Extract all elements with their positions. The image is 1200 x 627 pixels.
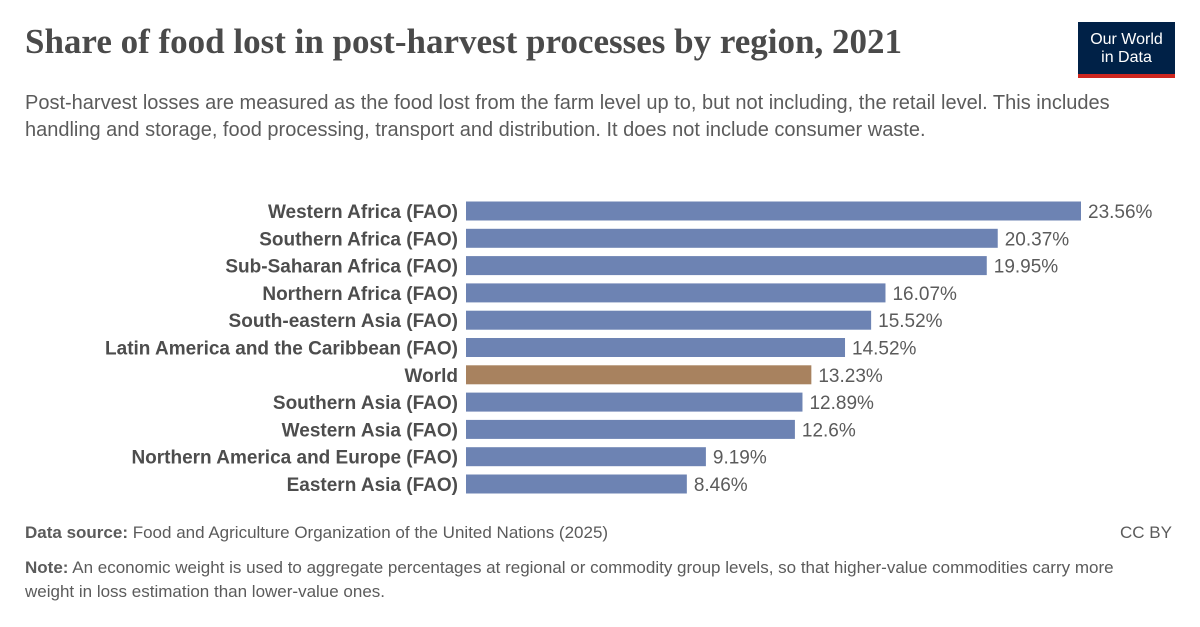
bar[interactable] [466, 338, 846, 357]
bar[interactable] [466, 201, 1081, 221]
bar[interactable] [466, 419, 795, 439]
value-label: 20.37% [1005, 229, 1070, 250]
data-source-label: Data source: [25, 523, 128, 542]
value-label: 12.89% [809, 393, 874, 414]
category-label: Southern Asia (FAO) [273, 393, 458, 414]
chart-subtitle: Post-harvest losses are measured as the … [25, 92, 1110, 141]
bar[interactable] [466, 283, 886, 303]
bar[interactable] [466, 228, 998, 248]
chart-note: Note: An economic weight is used to aggr… [25, 556, 1165, 604]
highlight-bar[interactable] [466, 365, 812, 385]
category-label: Northern America and Europe (FAO) [131, 448, 458, 469]
value-label: 23.56% [1088, 202, 1153, 223]
value-label: 8.46% [694, 475, 748, 496]
value-label: 12.6% [802, 420, 856, 441]
note-label: Note: [25, 558, 69, 577]
logo-line-2: in Data [1101, 49, 1152, 66]
bar-chart-svg: Western Africa (FAO) 23.56% Southern Afric… [105, 201, 1153, 496]
value-label: 9.19% [713, 448, 767, 469]
value-label: 13.23% [818, 366, 883, 387]
category-label: Southern Africa (FAO) [259, 229, 458, 250]
bar[interactable] [466, 474, 687, 494]
value-label: 15.52% [878, 311, 943, 332]
data-source-text[interactable]: Food and Agriculture Organization of the… [132, 523, 609, 542]
note-text: An economic weight is used to aggregate … [25, 558, 1114, 601]
bar-chart: Western Africa (FAO) 23.56% Southern Afric… [0, 195, 1200, 505]
data-source: Data source: Food and Agriculture Organi… [25, 523, 608, 543]
chart-title: Share of food lost in post-harvest proce… [25, 22, 902, 61]
bar[interactable] [466, 392, 803, 412]
value-label: 14.52% [852, 339, 917, 360]
category-label: World [405, 366, 458, 387]
category-label: Latin America and the Caribbean (FAO) [105, 339, 458, 360]
bar[interactable] [466, 256, 987, 276]
value-label: 19.95% [994, 257, 1059, 278]
logo-line-1: Our World [1090, 31, 1163, 48]
category-label: Northern Africa (FAO) [262, 284, 458, 305]
value-label: 16.07% [892, 284, 957, 305]
license-link[interactable]: CC BY [1120, 523, 1172, 542]
category-label: Western Asia (FAO) [282, 420, 458, 441]
category-label: Sub-Saharan Africa (FAO) [225, 257, 458, 278]
category-label: Eastern Asia (FAO) [287, 475, 458, 496]
owid-logo[interactable]: Our World in Data [1078, 22, 1175, 78]
bar[interactable] [466, 447, 706, 467]
bar[interactable] [466, 310, 872, 330]
category-label: South-eastern Asia (FAO) [229, 311, 458, 332]
category-label: Western Africa (FAO) [268, 202, 458, 223]
